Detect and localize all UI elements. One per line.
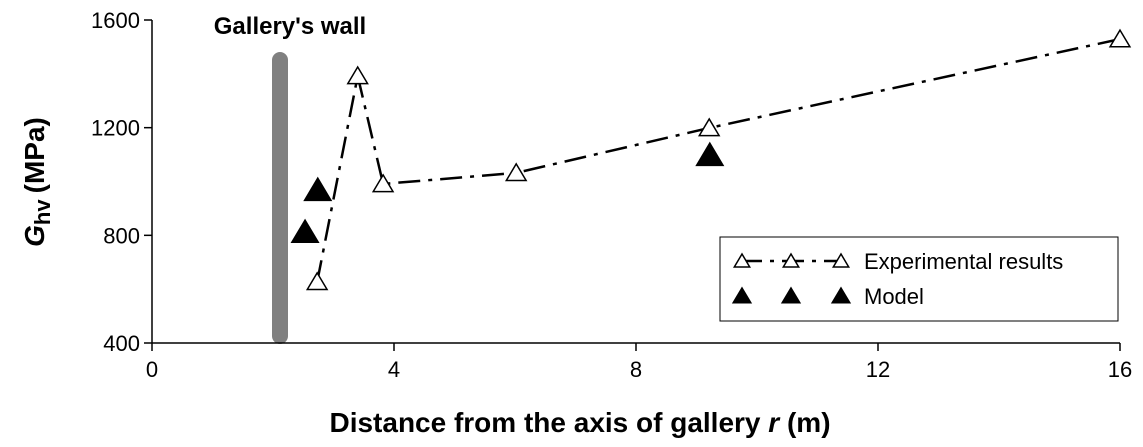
x-tick-label: 8 xyxy=(630,357,642,382)
point xyxy=(290,218,320,244)
legend-marker xyxy=(830,286,852,304)
y-title-var: G xyxy=(19,225,50,247)
y-tick-label: 1200 xyxy=(91,116,140,141)
y-tick-label: 400 xyxy=(103,331,140,356)
x-axis-title: Distance from the axis of gallery r (m) xyxy=(329,407,830,438)
wall-annotation: Gallery's wall xyxy=(214,13,366,40)
series-line xyxy=(315,37,1121,283)
gallery-wall xyxy=(272,52,288,344)
point xyxy=(303,176,333,202)
y-title-sub: hv xyxy=(30,199,55,225)
legend-label: Model xyxy=(864,284,924,309)
y-tick-label: 1600 xyxy=(91,8,140,33)
legend-marker xyxy=(732,252,752,268)
y-tick-label: 800 xyxy=(103,223,140,248)
x-title-var: r xyxy=(768,407,781,438)
point xyxy=(305,271,329,291)
legend-label: Experimental results xyxy=(864,249,1063,274)
x-tick-label: 4 xyxy=(388,357,400,382)
legend-marker xyxy=(731,286,753,304)
legend xyxy=(719,236,1119,322)
x-tick-label: 12 xyxy=(866,357,890,382)
point xyxy=(1108,28,1132,48)
x-title-unit: (m) xyxy=(787,407,831,438)
y-title-unit: (MPa) xyxy=(19,117,50,193)
y-axis-title: Ghv (MPa) xyxy=(19,117,55,247)
point xyxy=(371,173,395,193)
legend-marker xyxy=(780,286,802,304)
legend-marker xyxy=(781,252,801,268)
x-tick-label: 0 xyxy=(146,357,158,382)
point xyxy=(697,117,721,137)
legend-marker xyxy=(831,252,851,268)
point xyxy=(346,65,369,85)
x-tick-label: 16 xyxy=(1108,357,1132,382)
point xyxy=(504,162,528,182)
x-title-text: Distance from the axis of gallery xyxy=(329,407,760,438)
point xyxy=(695,141,725,167)
